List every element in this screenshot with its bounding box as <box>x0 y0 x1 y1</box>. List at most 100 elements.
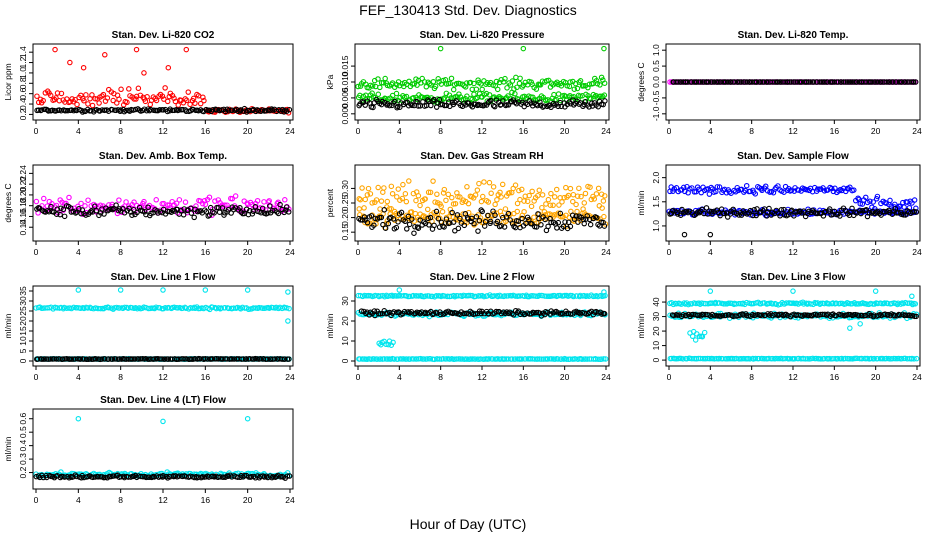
data-point <box>766 312 773 318</box>
data-point <box>494 86 501 93</box>
data-point <box>268 106 275 112</box>
y-tick-label: 0.14 <box>18 219 28 236</box>
data-point <box>142 98 149 105</box>
data-point <box>275 210 282 217</box>
data-point <box>54 305 61 311</box>
series-black <box>667 205 920 238</box>
data-point <box>405 309 412 315</box>
series-black <box>356 96 608 111</box>
y-tick-label: 25 <box>18 306 28 316</box>
data-point <box>747 356 753 362</box>
data-point <box>203 209 210 215</box>
data-point <box>476 180 482 187</box>
data-point <box>467 79 474 86</box>
data-point <box>810 79 817 85</box>
y-tick-label: 1.2 <box>18 56 28 68</box>
data-point <box>58 90 65 97</box>
data-point <box>505 310 512 317</box>
data-point <box>868 312 874 319</box>
data-point <box>563 356 570 362</box>
y-tick-label: 0.4 <box>18 439 28 451</box>
data-point <box>485 212 491 219</box>
data-point <box>703 205 710 211</box>
x-tick-label: 4 <box>76 372 81 382</box>
data-point <box>769 301 776 307</box>
outlier-point <box>102 52 108 58</box>
data-point <box>866 210 873 216</box>
data-point <box>562 219 568 225</box>
x-tick-label: 24 <box>285 126 295 136</box>
x-tick-label: 20 <box>560 247 570 257</box>
data-point <box>598 74 605 81</box>
data-point <box>116 96 122 103</box>
data-point <box>479 86 485 93</box>
data-point <box>286 106 293 113</box>
data-point <box>501 356 508 362</box>
data-point <box>837 213 843 219</box>
data-point <box>867 198 873 204</box>
data-point <box>243 356 250 362</box>
panel-sampleflow: Stan. Dev. Sample Flow 0 4 8 12 16 20 24 1.0 1.5 2… <box>636 151 922 257</box>
x-tick-label: 20 <box>871 126 881 136</box>
outlier-point <box>707 231 714 238</box>
data-point <box>898 355 905 362</box>
data-point <box>567 185 574 192</box>
data-point <box>375 91 382 98</box>
data-point <box>469 356 476 362</box>
data-point <box>542 216 548 223</box>
data-point <box>859 312 865 319</box>
y-axis-label: kPa <box>325 74 335 89</box>
data-point <box>519 186 525 193</box>
data-points <box>666 182 920 238</box>
data-point <box>884 79 890 85</box>
data-point <box>476 293 482 299</box>
data-point <box>463 80 470 86</box>
data-point <box>555 356 561 362</box>
y-tick-label: 0.15 <box>340 224 350 241</box>
data-point <box>130 107 136 113</box>
data-point <box>104 95 111 101</box>
data-point <box>123 199 129 205</box>
data-point <box>576 79 582 85</box>
data-point <box>759 312 765 318</box>
data-point <box>714 313 721 319</box>
x-tick-label: 12 <box>158 247 168 257</box>
x-tick-label: 16 <box>519 247 529 257</box>
outlier-point <box>133 46 140 53</box>
data-point <box>97 474 104 480</box>
x-tick-label: 0 <box>667 372 672 382</box>
data-point <box>447 80 453 87</box>
data-point <box>555 219 562 226</box>
data-point <box>172 98 179 105</box>
data-point <box>913 209 920 215</box>
x-tick-label: 20 <box>871 247 881 257</box>
x-tick-label: 8 <box>118 372 123 382</box>
data-point <box>464 356 470 362</box>
data-point <box>380 221 386 228</box>
data-point <box>849 205 855 212</box>
data-point <box>573 213 579 219</box>
data-point <box>284 473 291 479</box>
x-tick-label: 16 <box>519 126 529 136</box>
data-point <box>705 79 712 85</box>
data-point <box>171 304 178 311</box>
data-point <box>478 102 484 109</box>
data-point <box>393 224 400 231</box>
data-point <box>370 104 376 111</box>
data-point <box>448 293 455 299</box>
data-point <box>457 215 463 222</box>
data-point <box>382 75 388 82</box>
data-point <box>436 96 443 103</box>
data-point <box>706 191 713 197</box>
data-point <box>539 192 546 198</box>
x-tick-label: 8 <box>749 372 754 382</box>
data-point <box>910 79 917 85</box>
data-point <box>738 79 744 85</box>
data-point <box>74 305 80 311</box>
y-tick-label: 20 <box>651 326 661 336</box>
data-point <box>176 473 182 479</box>
x-tick-label: 4 <box>76 495 81 505</box>
data-point <box>431 356 438 363</box>
outlier-point <box>857 321 863 327</box>
data-point <box>581 200 588 206</box>
